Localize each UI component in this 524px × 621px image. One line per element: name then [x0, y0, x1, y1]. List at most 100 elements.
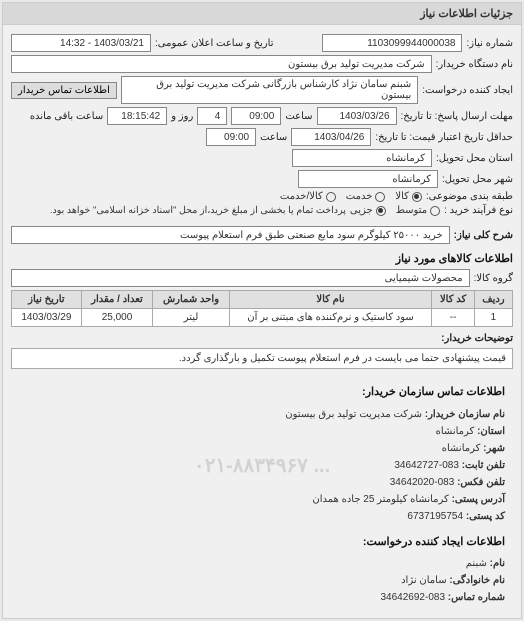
price-note: قیمت پیشنهادی حتما می بایست در فرم استعل…: [11, 348, 513, 369]
phone-value: 083-34642727: [394, 460, 459, 471]
postcode-value: 6737195754: [407, 511, 463, 522]
table-header-row: ردیف کد کالا نام کالا واحد شمارش تعداد /…: [12, 291, 513, 309]
td-name: سود کاستیک و نرم‌کننده های مبتنی بر آن: [229, 309, 432, 327]
remaining-days: 4: [197, 107, 227, 125]
need-number-label: شماره نیاز:: [466, 38, 513, 49]
category-radio-group: کالا خدمت کالا/خدمت: [280, 191, 422, 202]
row-deadline: مهلت ارسال پاسخ: تا تاریخ: 1403/03/26 سا…: [11, 107, 513, 125]
remaining-label: ساعت باقی مانده: [30, 111, 103, 122]
postcode-label: کد پستی:: [466, 511, 505, 522]
remaining-time: 18:15:42: [107, 107, 167, 125]
radio-partial-label: جزیی: [350, 205, 373, 216]
time-label-2: ساعت: [260, 132, 287, 143]
radio-service-label: خدمت: [346, 191, 373, 202]
contact-phone-value: 083-34642692: [380, 592, 445, 603]
table-row: 1 -- سود کاستیک و نرم‌کننده های مبتنی بر…: [12, 309, 513, 327]
row-delivery-city: شهر محل تحویل: کرمانشاه: [11, 170, 513, 188]
radio-goods-service[interactable]: کالا/خدمت: [280, 191, 336, 202]
contact-title: اطلاعات تماس سازمان خریدار:: [19, 383, 505, 402]
province-label: استان:: [477, 426, 505, 437]
request-creator-value: شبنم سامان نژاد کارشناس بازرگانی شرکت مد…: [121, 76, 418, 104]
province-value: کرمانشاه: [436, 426, 475, 437]
th-qty: تعداد / مقدار: [81, 291, 153, 309]
delivery-province-value: کرمانشاه: [292, 149, 432, 167]
creator-line-phone: شماره تماس: 083-34642692: [19, 589, 505, 606]
first-name-value: شبنم: [466, 558, 487, 569]
deadline-time: 09:00: [231, 107, 281, 125]
row-main-desc: شرح کلی نیاز: خرید ۲۵۰۰۰ کیلوگرم سود مای…: [11, 226, 513, 244]
td-unit: لیتر: [153, 309, 230, 327]
contact-line-phone: تلفن ثابت: 083-34642727: [19, 457, 505, 474]
validity-label: حداقل تاریخ اعتبار قیمت: تا تاریخ:: [375, 132, 513, 143]
row-need-number: شماره نیاز: 1103099944000038 تاریخ و ساع…: [11, 34, 513, 52]
buyer-contact-button[interactable]: اطلاعات تماس خریدار: [11, 82, 117, 99]
td-qty: 25,000: [81, 309, 153, 327]
radio-goods[interactable]: کالا: [395, 191, 422, 202]
fax-value: 083-34642020: [390, 477, 455, 488]
row-purchase-type: نوع فرآیند خرید : متوسط جزیی پرداخت تمام…: [11, 205, 513, 216]
delivery-city-label: شهر محل تحویل:: [442, 174, 513, 185]
public-datetime-value: 1403/03/21 - 14:32: [11, 34, 151, 52]
city-label: شهر:: [483, 443, 505, 454]
radio-goods-service-icon: [326, 192, 336, 202]
th-date: تاریخ نیاز: [12, 291, 82, 309]
th-name: نام کالا: [229, 291, 432, 309]
last-name-label: نام خانوادگی:: [449, 575, 505, 586]
buyer-org-value: شرکت مدیریت تولید برق بیستون: [11, 55, 432, 73]
panel-body: شماره نیاز: 1103099944000038 تاریخ و ساع…: [3, 25, 521, 618]
th-code: کد کالا: [432, 291, 475, 309]
fax-label: تلفن فکس:: [457, 477, 505, 488]
contact-phone-label: شماره تماس:: [448, 592, 505, 603]
group-value: محصولات شیمیایی: [11, 269, 470, 287]
creator-line-firstname: نام: شبنم: [19, 555, 505, 572]
purchase-note: پرداخت تمام یا بخشی از مبلغ خرید،از محل …: [50, 205, 346, 216]
th-row: ردیف: [474, 291, 512, 309]
first-name-label: نام:: [490, 558, 505, 569]
purchase-type-label: نوع فرآیند خرید :: [444, 205, 513, 216]
radio-service[interactable]: خدمت: [346, 191, 386, 202]
validity-date: 1403/04/26: [291, 128, 371, 146]
address-label: آدرس پستی:: [452, 494, 505, 505]
radio-medium-label: متوسط: [396, 205, 427, 216]
deadline-label: مهلت ارسال پاسخ: تا تاریخ:: [401, 111, 513, 122]
contact-line-fax: تلفن فکس: 083-34642020: [19, 474, 505, 491]
need-details-panel: جزئیات اطلاعات نیاز شماره نیاز: 11030999…: [2, 2, 522, 619]
td-date: 1403/03/29: [12, 309, 82, 327]
request-creator-label: ایجاد کننده درخواست:: [422, 85, 513, 96]
address-value: کرمانشاه کیلومتر 25 جاده همدان: [312, 494, 448, 505]
radio-service-icon: [375, 192, 385, 202]
deadline-date: 1403/03/26: [317, 107, 397, 125]
radio-medium[interactable]: متوسط: [396, 205, 440, 216]
need-number-value: 1103099944000038: [322, 34, 462, 52]
contact-line-city: شهر: کرمانشاه: [19, 440, 505, 457]
delivery-city-value: کرمانشاه: [298, 170, 438, 188]
radio-medium-icon: [430, 206, 440, 216]
panel-title: جزئیات اطلاعات نیاز: [3, 3, 521, 25]
row-request-creator: ایجاد کننده درخواست: شبنم سامان نژاد کار…: [11, 76, 513, 104]
creator-contact-title: اطلاعات ایجاد کننده درخواست:: [19, 533, 505, 552]
city-value: کرمانشاه: [442, 443, 481, 454]
contact-line-province: استان: کرمانشاه: [19, 423, 505, 440]
buyer-org-label: نام دستگاه خریدار:: [436, 59, 513, 70]
td-row: 1: [474, 309, 512, 327]
purchase-type-radio-group: متوسط جزیی: [350, 205, 440, 216]
main-desc-value: خرید ۲۵۰۰۰ کیلوگرم سود مایع صنعتی طبق فر…: [11, 226, 450, 244]
contact-line-postcode: کد پستی: 6737195754: [19, 508, 505, 525]
td-code: --: [432, 309, 475, 327]
row-group: گروه کالا: محصولات شیمیایی: [11, 269, 513, 287]
items-table: ردیف کد کالا نام کالا واحد شمارش تعداد /…: [11, 290, 513, 327]
row-validity: حداقل تاریخ اعتبار قیمت: تا تاریخ: 1403/…: [11, 128, 513, 146]
radio-goods-icon: [412, 192, 422, 202]
time-label-1: ساعت: [285, 111, 312, 122]
row-category: طبقه بندی موضوعی: کالا خدمت کالا/خدمت: [11, 191, 513, 202]
phone-label: تلفن ثابت:: [462, 460, 505, 471]
org-name-label: نام سازمان خریدار:: [425, 409, 505, 420]
last-name-value: سامان نژاد: [401, 575, 446, 586]
th-unit: واحد شمارش: [153, 291, 230, 309]
radio-partial[interactable]: جزیی: [350, 205, 386, 216]
public-datetime-label: تاریخ و ساعت اعلان عمومی:: [155, 38, 274, 49]
row-buyer-org: نام دستگاه خریدار: شرکت مدیریت تولید برق…: [11, 55, 513, 73]
radio-goods-label: کالا: [395, 191, 409, 202]
group-label: گروه کالا:: [474, 273, 513, 284]
days-label: روز و: [171, 111, 193, 122]
